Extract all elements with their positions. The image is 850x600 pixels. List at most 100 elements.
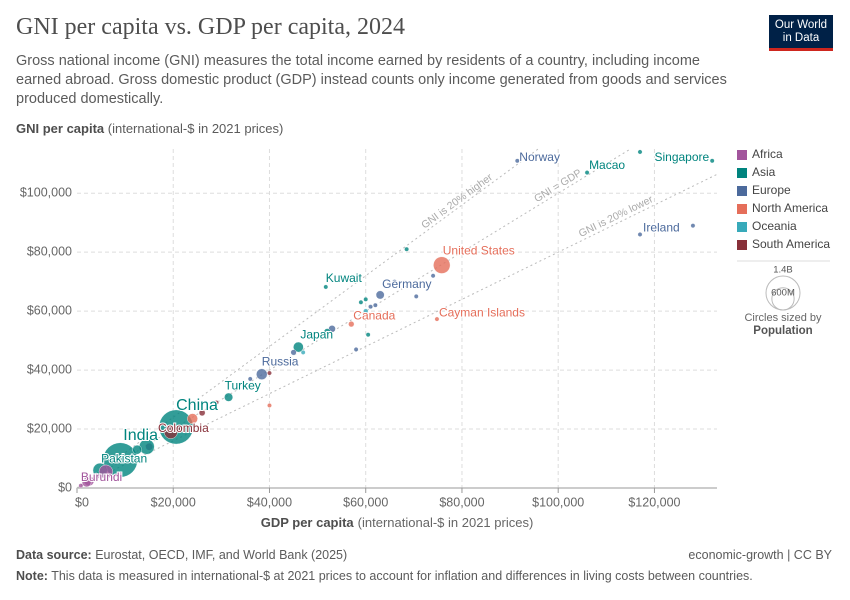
- data-point: [290, 349, 297, 356]
- data-point: [392, 279, 397, 285]
- chart-title: GNI per capita vs. GDP per capita, 2024: [16, 14, 405, 40]
- note-text: This data is measured in international-$…: [51, 569, 753, 583]
- data-point: [430, 273, 436, 279]
- data-point: [247, 376, 253, 382]
- data-point: [434, 316, 440, 322]
- legend-swatch: [737, 240, 747, 250]
- data-point: [78, 483, 84, 489]
- data-point: [584, 170, 590, 175]
- data-point: [413, 293, 419, 299]
- point-label: China: [176, 397, 218, 414]
- data-point: [81, 477, 92, 488]
- legend-swatch: [737, 186, 747, 196]
- data-point: [214, 400, 219, 405]
- data-point: [365, 332, 371, 338]
- x-tick-label: $80,000: [439, 495, 484, 509]
- data-point: [363, 308, 369, 314]
- legend-label: Europe: [752, 183, 791, 197]
- legend-label: Asia: [752, 165, 776, 179]
- point-label: Norway: [519, 150, 560, 164]
- data-point: [323, 284, 329, 290]
- data-point: [132, 444, 142, 455]
- legend-label: North America: [752, 201, 828, 215]
- size-legend-label: 600M: [771, 287, 795, 298]
- data-point: [256, 368, 268, 380]
- license[interactable]: economic-growth | CC BY: [688, 548, 832, 562]
- data-point: [404, 246, 410, 252]
- chart-subtitle: Gross national income (GNI) measures the…: [16, 53, 727, 107]
- point-label: Canada: [353, 308, 395, 322]
- data-point: [163, 425, 178, 439]
- x-tick-label: $120,000: [628, 495, 680, 509]
- y-tick-label: $100,000: [20, 186, 72, 200]
- data-point: [348, 321, 355, 328]
- legend-swatch: [737, 150, 747, 160]
- legend-swatch: [737, 222, 747, 232]
- data-point: [98, 464, 113, 479]
- source-text[interactable]: Eurostat, OECD, IMF, and World Bank (202…: [95, 548, 348, 562]
- data-point: [353, 347, 359, 352]
- point-label: Burundi: [81, 470, 122, 484]
- data-point: [187, 413, 198, 425]
- point-label: United States: [443, 243, 515, 257]
- legend-label: South America: [752, 237, 830, 251]
- data-point: [363, 296, 369, 302]
- size-legend-variable: Population: [753, 325, 812, 337]
- data-point: [267, 370, 272, 376]
- x-tick-label: $40,000: [247, 495, 292, 509]
- data-point: [690, 223, 696, 229]
- size-legend-title: Circles sized by: [744, 312, 822, 324]
- legend-label: Africa: [752, 147, 783, 161]
- y-axis-unit: (international-$ in 2021 prices): [107, 121, 284, 136]
- data-point: [375, 290, 385, 300]
- data-point: [293, 341, 304, 353]
- size-legend-circle: [771, 287, 795, 311]
- source: Data source: Eurostat, OECD, IMF, and Wo…: [16, 548, 347, 562]
- legend-swatch: [737, 168, 747, 178]
- logo[interactable]: Our World in Data: [769, 15, 833, 51]
- data-point: [300, 349, 306, 355]
- y-tick-label: $20,000: [27, 421, 72, 435]
- data-point: [323, 328, 331, 336]
- point-label: Pakistan: [101, 451, 147, 465]
- data-point: [637, 232, 643, 237]
- data-point: [198, 409, 206, 417]
- data-point: [709, 158, 715, 164]
- point-label: Ireland: [643, 221, 680, 235]
- point-label: Germany: [382, 277, 431, 291]
- size-legend-label: 1.4B: [773, 265, 793, 276]
- y-axis-label: GNI per capita (international-$ in 2021 …: [16, 121, 283, 136]
- data-point: [514, 158, 520, 164]
- point-label: Cayman Islands: [439, 305, 525, 319]
- reference-line: [76, 173, 718, 489]
- data-point: [433, 256, 451, 274]
- data-point: [368, 304, 373, 310]
- y-tick-label: $40,000: [27, 362, 72, 376]
- y-tick-label: $0: [58, 480, 72, 494]
- x-tick-label: $100,000: [532, 495, 584, 509]
- point-label: Macao: [589, 158, 625, 172]
- point-label: Colombia: [158, 421, 209, 435]
- data-point: [358, 299, 364, 305]
- point-label: Singapore: [654, 150, 709, 164]
- x-axis-label: GDP per capita (international-$ in 2021 p…: [261, 515, 534, 530]
- x-tick-label: $60,000: [343, 495, 388, 509]
- legend-swatch: [737, 204, 747, 214]
- data-point: [267, 403, 272, 408]
- point-label: India: [123, 427, 158, 444]
- point-label: Turkey: [225, 378, 261, 392]
- note: Note: This data is measured in internati…: [16, 569, 753, 583]
- reference-line: [76, 148, 631, 489]
- data-point: [637, 149, 643, 155]
- note-label: Note:: [16, 569, 48, 583]
- data-point: [372, 302, 378, 308]
- source-label: Data source:: [16, 548, 92, 562]
- y-tick-label: $80,000: [27, 244, 72, 258]
- y-axis-name: GNI per capita: [16, 121, 105, 136]
- x-tick-label: $20,000: [151, 495, 196, 509]
- data-point: [224, 392, 234, 402]
- point-label: Kuwait: [326, 271, 363, 285]
- x-axis-unit: (international-$ in 2021 prices): [358, 515, 534, 530]
